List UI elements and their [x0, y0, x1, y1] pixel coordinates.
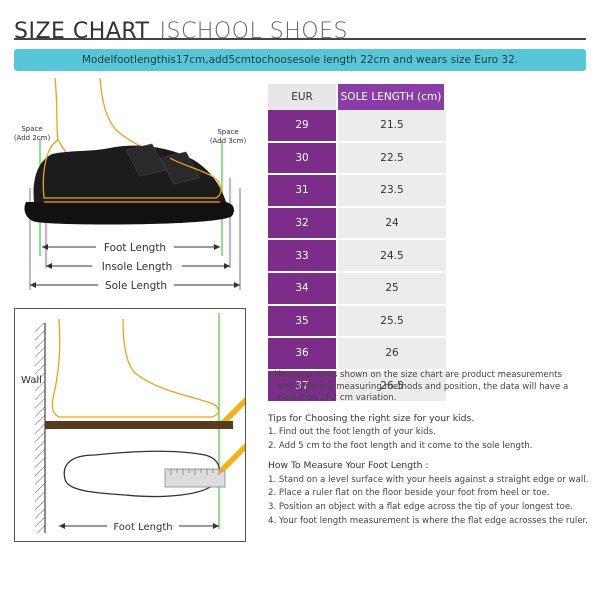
eur-size-cell: 33 [268, 240, 338, 273]
title-divider [14, 38, 586, 40]
insole-length-label: Insole Length [102, 261, 173, 273]
wall-label: Wall [21, 375, 42, 386]
sole-length-cell: 24.5 [338, 240, 446, 273]
brand-subtitle: ISCHOOL SHOES [159, 19, 348, 44]
sole-length-cell: 22.5 [338, 142, 446, 176]
shoe-strap-1 [125, 143, 167, 177]
measuring-drawing: Wall Foot [21, 313, 255, 533]
insole-length-label-bg [92, 259, 182, 273]
arrowhead-right [214, 244, 220, 250]
eur-size-cell: 37 [268, 370, 338, 404]
table-row: 34 25 [268, 272, 446, 306]
ruler-ticks [170, 469, 220, 475]
table-row: 29 21.5 [268, 110, 446, 143]
foot-length-label-bg [107, 519, 179, 533]
arrowhead-right [213, 523, 219, 529]
eur-size-cell: 34 [268, 272, 338, 306]
arrowhead-right [234, 282, 240, 288]
list-item: 1. Find out the foot length of your kids… [268, 427, 436, 438]
arrowhead-left [46, 263, 52, 269]
foot-outline [42, 139, 222, 199]
wall-hatch [35, 323, 45, 533]
list-item: 2. Place a ruler flat on the floor besid… [268, 488, 550, 499]
measuring-board [45, 421, 233, 429]
disclaimer-line: - Measurements shown on the size chart a… [268, 370, 563, 380]
sole-length-cell: 25 [338, 272, 446, 306]
list-item: 4. Your foot length measurement is where… [268, 515, 589, 526]
table-row: 30 22.5 [268, 142, 446, 176]
top-foot-outline [63, 450, 221, 498]
pencil-icon [217, 437, 255, 475]
shoe-strap-2 [159, 151, 201, 185]
eur-size-cell: 30 [268, 142, 338, 176]
page-title: SIZE CHART ISCHOOL SHOES [14, 8, 348, 46]
space-left-label: Space [21, 125, 42, 133]
sole-length-cell: 25.5 [338, 305, 446, 339]
tips-list: 1. Find out the foot length of your kids… [268, 427, 590, 452]
eur-column-header: EUR [268, 84, 338, 110]
space-left-add-label: (Add 2cm) [14, 134, 51, 142]
table-row: 35 25.5 [268, 305, 446, 339]
sole-length-cell: 26.5 [338, 370, 446, 404]
foot-length-label: Foot Length [104, 242, 166, 254]
eur-size-cell: 29 [268, 110, 338, 143]
sole-length-cell: 24 [338, 207, 446, 241]
foot-measuring-illustration: Wall Foot [14, 308, 255, 542]
arrowhead-right [224, 263, 230, 269]
model-info-banner: Modelfootlengthis17cm,add5cmtochoosesole… [14, 49, 586, 71]
arrowhead-left [59, 523, 65, 529]
side-foot-outline [51, 318, 220, 418]
table-row: 31 23.5 [268, 175, 446, 208]
leg-outline [54, 78, 173, 159]
size-chart-title: SIZE CHART [14, 19, 150, 44]
eur-size-cell: 35 [268, 305, 338, 339]
how-to-title: How To Measure Your Foot Length : [268, 460, 429, 472]
sole-length-column-header: SOLE LENGTH (cm) [338, 84, 446, 110]
eur-size-cell: 36 [268, 338, 338, 371]
table-row: 37 26.5 [268, 370, 446, 404]
size-table: EUR SOLE LENGTH (cm) 29 21.5 30 22.5 31 23.… [268, 84, 446, 404]
table-row: 33 24.5 [268, 240, 446, 273]
sole-length-cell: 21.5 [338, 110, 446, 143]
sole-length-label-bg [98, 278, 174, 292]
notes-section: - Measurements shown on the size chart a… [268, 370, 590, 529]
how-to-list: 1. Stand on a level surface with your he… [268, 475, 590, 527]
list-item: 1. Stand on a level surface with your he… [268, 474, 589, 485]
disclaimer-line: and different measuring methods and posi… [278, 381, 569, 392]
list-item: 2. Add 5 cm to the foot length and it co… [268, 440, 533, 451]
sole-length-cell: 23.5 [338, 175, 446, 208]
eur-size-cell: 32 [268, 207, 338, 241]
tips-title: Tips for Choosing the right size for you… [268, 412, 475, 424]
shoe-measurement-diagram: Space (Add 2cm) Space (Add 3cm) Foot Len… [14, 78, 247, 292]
sole-length-label: Sole Length [105, 280, 167, 292]
space-right-label: Space [217, 128, 238, 136]
foot-length-label: Foot Length [113, 522, 172, 533]
arrowhead-left [30, 282, 36, 288]
table-row: 32 24 [268, 207, 446, 241]
disclaimer-line: deviation of 2 cm variation. [278, 393, 397, 404]
table-header-row: EUR SOLE LENGTH (cm) [268, 84, 446, 110]
table-row: 36 26 [268, 338, 446, 371]
eur-size-cell: 31 [268, 175, 338, 208]
space-right-add-label: (Add 3cm) [210, 137, 247, 145]
foot-length-label-bg [96, 240, 174, 254]
shoe-sole [24, 202, 234, 225]
sole-length-cell: 26 [338, 338, 446, 371]
list-item: 3. Position an object with a flat edge a… [268, 502, 573, 512]
arrowhead-left [42, 244, 48, 250]
